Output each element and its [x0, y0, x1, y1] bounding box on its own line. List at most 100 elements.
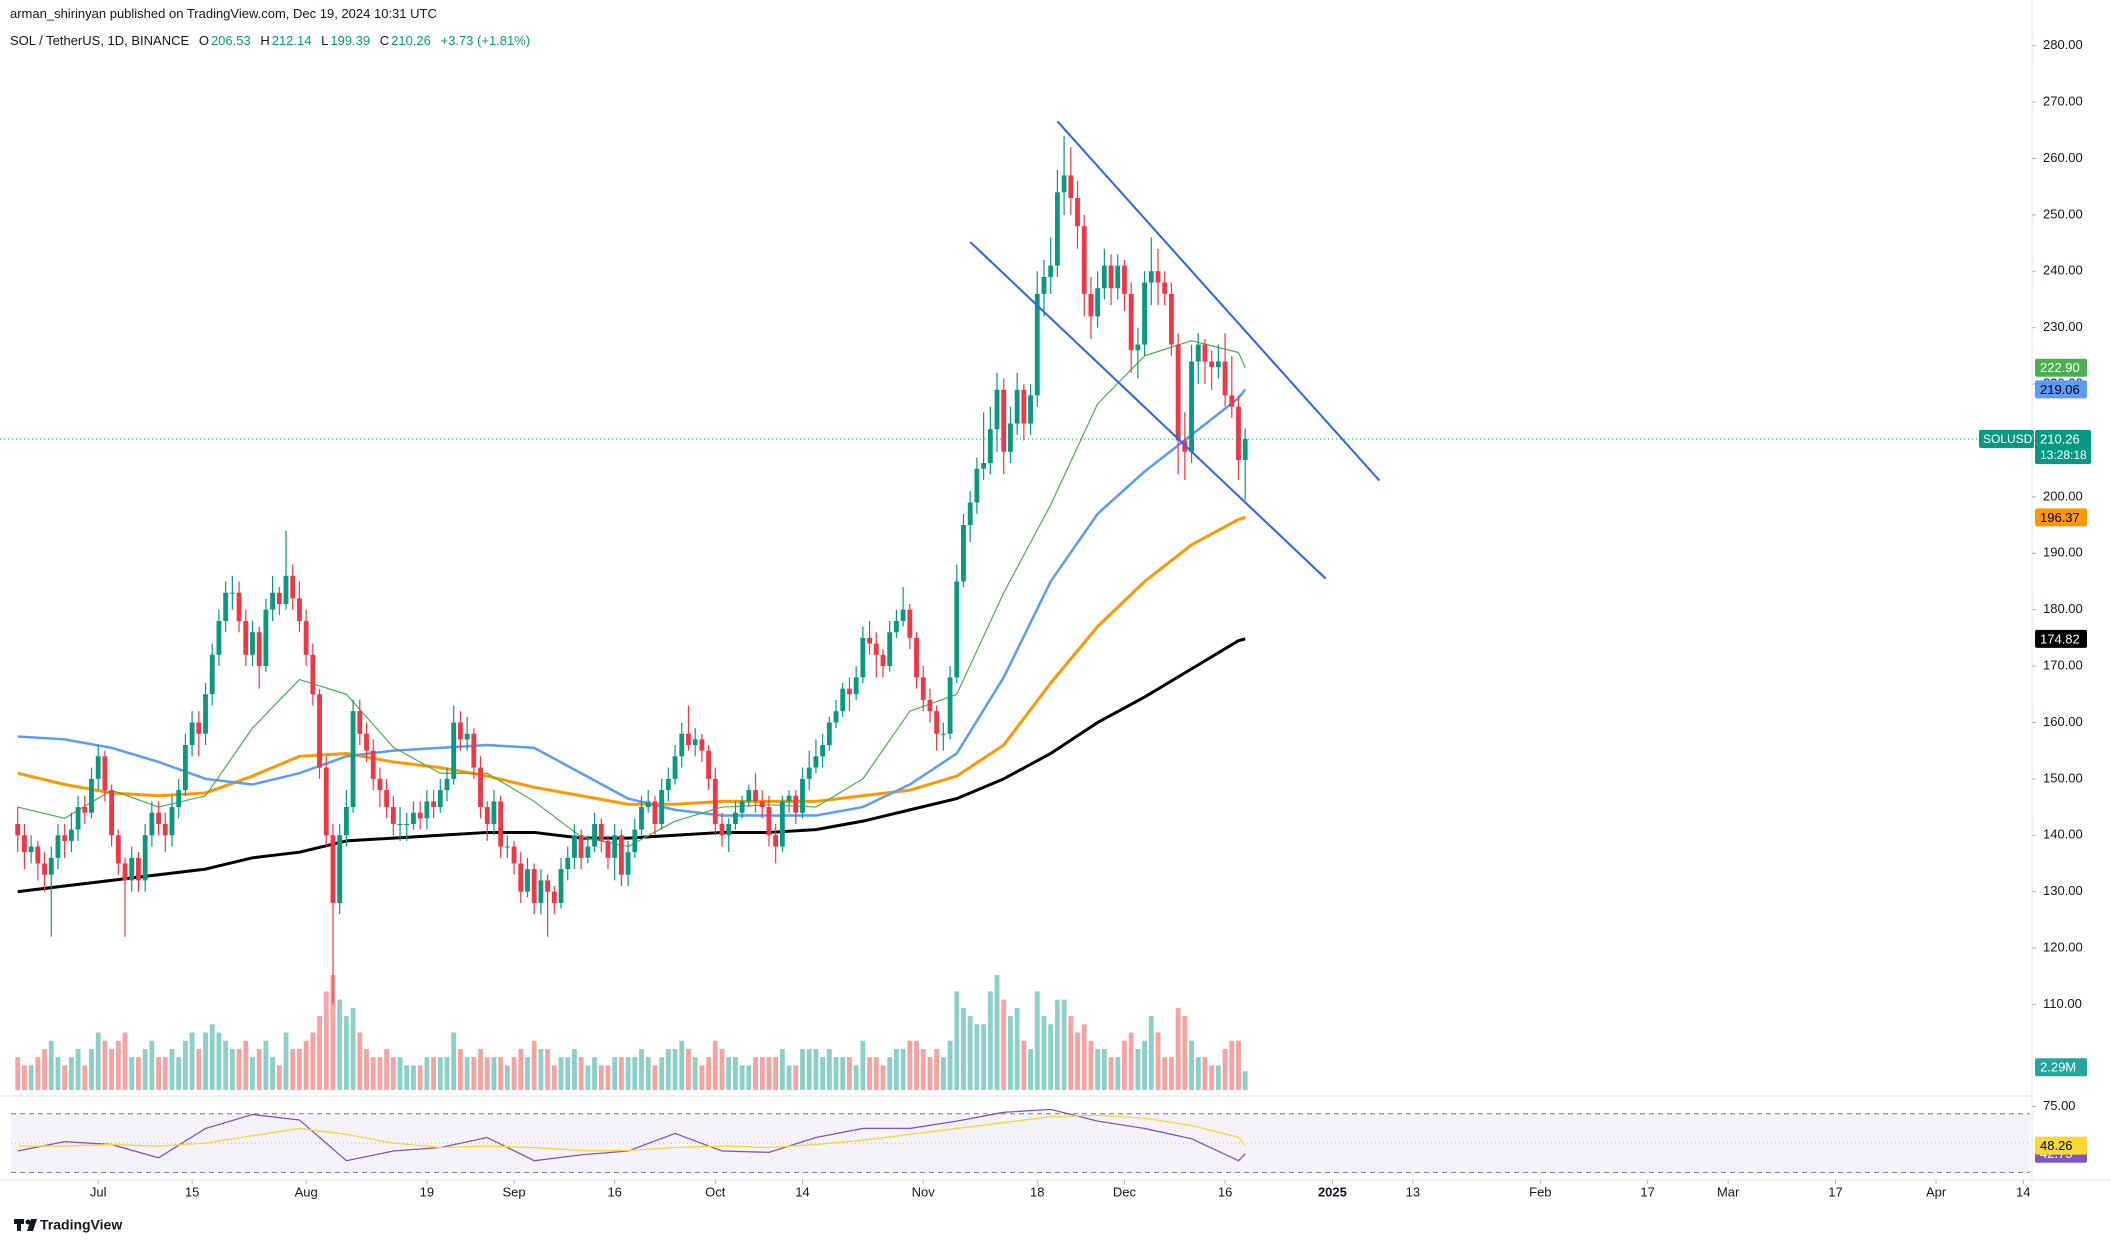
volume-bar — [1122, 1040, 1127, 1090]
candle-body — [1034, 293, 1040, 396]
candle-body — [545, 880, 551, 892]
volume-bar — [1242, 1071, 1248, 1090]
volume-bar — [531, 1040, 537, 1090]
candle-body — [813, 756, 819, 768]
candle-body — [525, 869, 530, 892]
volume-bar — [585, 1065, 591, 1090]
candle-body — [1075, 197, 1080, 227]
volume-bar — [1101, 1048, 1107, 1090]
candle-body — [1135, 344, 1141, 351]
volume-bar — [250, 1057, 255, 1090]
candle-body — [1128, 293, 1134, 351]
candle-body — [927, 699, 933, 712]
volume-bar — [444, 1057, 450, 1090]
candle-body — [1195, 344, 1201, 362]
volume-bar — [236, 1048, 242, 1090]
volume-bar — [719, 1048, 725, 1090]
volume-bar — [209, 1024, 215, 1090]
candle-body — [873, 643, 879, 655]
volume-bar — [699, 1065, 705, 1090]
candle-body — [149, 812, 155, 836]
candle-body — [759, 801, 765, 808]
price-tag-label: 2.29M — [2040, 1060, 2076, 1075]
candle-body — [733, 812, 738, 824]
candle-body — [531, 869, 537, 903]
volume-bar — [511, 1057, 517, 1090]
volume-bar — [149, 1040, 155, 1090]
volume-bar — [323, 991, 329, 1090]
volume-bar — [28, 1065, 34, 1090]
volume-bar — [330, 975, 336, 1090]
x-tick-label: Jul — [90, 1184, 107, 1199]
candle-body — [987, 429, 993, 464]
last-price-box — [2035, 430, 2091, 465]
legend-value: 199.39 — [330, 33, 371, 48]
volume-bar — [645, 1057, 651, 1090]
volume-bar — [270, 1057, 276, 1090]
volume-bar — [1142, 1040, 1148, 1090]
x-tick-label: Oct — [705, 1184, 726, 1199]
candle-body — [806, 767, 812, 779]
x-tick-label: Sep — [503, 1184, 526, 1199]
candle-body — [491, 801, 497, 824]
volume-bar — [1061, 999, 1067, 1090]
volume-bar — [605, 1065, 611, 1090]
candle-body — [424, 801, 430, 819]
volume-bar — [35, 1057, 41, 1090]
candle-body — [384, 790, 390, 808]
x-tick-label: 14 — [795, 1184, 809, 1199]
candle-body — [464, 733, 470, 740]
candle-body — [558, 869, 564, 903]
candle-body — [136, 857, 141, 881]
candle-body — [303, 620, 309, 655]
price-tag: 48.26 — [2035, 1136, 2087, 1155]
volume-bar — [867, 1057, 872, 1090]
volume-bar — [343, 1016, 349, 1090]
volume-bar — [1189, 1040, 1194, 1090]
volume-bar — [216, 1032, 222, 1090]
candle-body — [55, 835, 61, 858]
y-tick-label: 120.00 — [2043, 939, 2083, 954]
volume-bar — [967, 1016, 973, 1090]
volume-bar — [545, 1048, 551, 1090]
moving-average — [17, 515, 1246, 806]
candle-body — [75, 807, 81, 830]
candle-body — [612, 835, 618, 858]
volume-bar — [189, 1032, 195, 1090]
candle-body — [417, 812, 423, 819]
volume-bar — [632, 1057, 638, 1090]
candle-body — [243, 620, 249, 655]
y-tick-label: 110.00 — [2043, 996, 2082, 1011]
candle-body — [1014, 389, 1020, 424]
candle-body — [860, 637, 866, 678]
candle-body — [276, 592, 282, 605]
volume-bar — [860, 1040, 866, 1090]
volume-bar — [518, 1048, 524, 1090]
volume-bar — [525, 1057, 530, 1090]
candle-body — [263, 609, 269, 667]
volume-bar — [15, 1057, 21, 1090]
candle-body — [209, 654, 215, 695]
volume-bar — [659, 1057, 665, 1090]
candle-body — [981, 463, 987, 469]
candle-body — [122, 863, 128, 881]
volume-bar — [940, 1057, 946, 1090]
candle-body — [236, 592, 242, 621]
volume-bar — [806, 1048, 812, 1090]
volume-bar — [162, 1057, 168, 1090]
volume-bar — [48, 1040, 54, 1090]
rsi-line — [17, 1108, 1246, 1162]
candle-body — [692, 739, 698, 746]
volume-bar — [122, 1032, 128, 1090]
volume-bar — [813, 1048, 819, 1090]
candle-body — [793, 795, 799, 813]
volume-bar — [491, 1057, 497, 1090]
volume-bar — [1202, 1057, 1208, 1090]
volume-bar — [169, 1048, 175, 1090]
candle-body — [753, 790, 758, 802]
volume-bar — [478, 1048, 483, 1090]
volume-bar — [303, 1040, 309, 1090]
symbol-line: SOL / TetherUS, 1D, BINANCE O 206.53 H 212… — [10, 33, 532, 48]
candle-body — [994, 389, 1000, 430]
